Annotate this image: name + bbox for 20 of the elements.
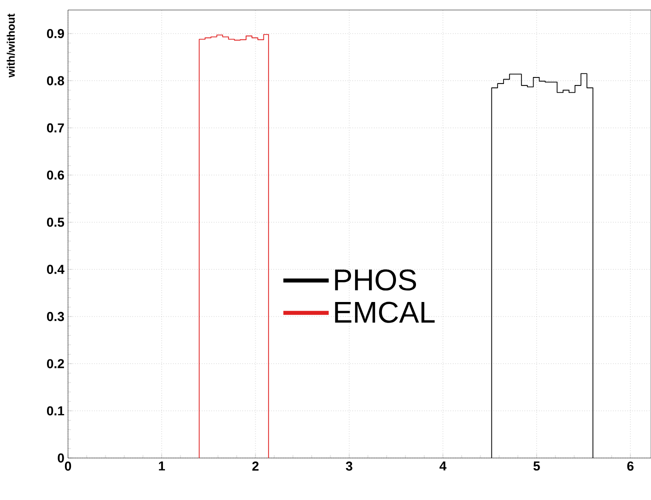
x-tick-label: 1 [158, 462, 165, 470]
legend-label: EMCAL [335, 302, 435, 323]
x-tick-label: 4 [440, 462, 446, 470]
x-tick-label: 0 [64, 462, 72, 471]
x-tick-label: 5 [533, 462, 540, 471]
y-tick-label: 0.4 [46, 264, 64, 274]
y-tick-label: 0.7 [46, 123, 64, 132]
y-tick-label: 0.6 [46, 170, 64, 180]
y-tick-label: 0.3 [46, 312, 64, 322]
y-tick-label: 0 [58, 453, 64, 463]
x-tick-label: 2 [252, 462, 259, 471]
x-tick-label: 6 [627, 462, 634, 471]
y-axis-title: with/without [6, 14, 15, 78]
y-tick-label: 0.5 [46, 218, 64, 227]
legend-label: PHOS [335, 269, 416, 291]
x-tick-label: 3 [346, 462, 352, 471]
y-tick-label: 0.9 [46, 28, 64, 38]
y-tick-label: 0.8 [46, 76, 64, 86]
y-tick-label: 0.1 [46, 406, 64, 416]
y-tick-label: 0.2 [46, 359, 64, 368]
